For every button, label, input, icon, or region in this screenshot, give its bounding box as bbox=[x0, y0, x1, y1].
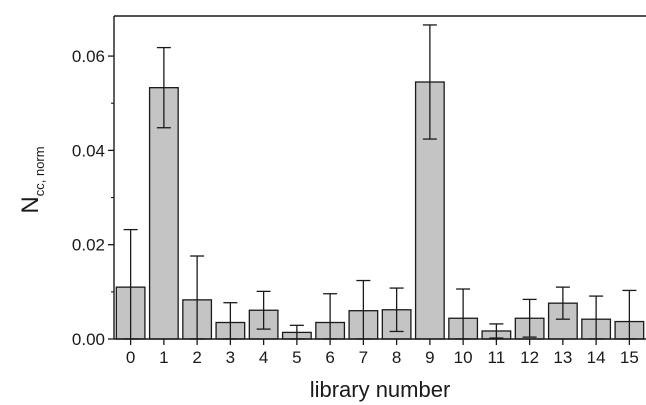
x-tick-label: 1 bbox=[159, 348, 168, 367]
x-tick-label: 12 bbox=[520, 348, 539, 367]
error-bar-1 bbox=[156, 46, 171, 129]
x-tick-label: 8 bbox=[392, 348, 401, 367]
error-bar-9 bbox=[422, 24, 437, 140]
x-tick-label: 5 bbox=[292, 348, 301, 367]
x-axis-title: library number bbox=[310, 377, 451, 402]
x-tick-label: 14 bbox=[587, 348, 606, 367]
x-tick-label: 6 bbox=[325, 348, 334, 367]
error-bars-group bbox=[123, 24, 637, 340]
plot-frame bbox=[113, 15, 646, 340]
y-tick-label: 0.02 bbox=[72, 236, 105, 255]
y-axis-title: Ncc, norm bbox=[17, 146, 47, 213]
error-bar-4 bbox=[256, 290, 271, 330]
error-bar-13 bbox=[555, 286, 570, 320]
error-bar-11 bbox=[489, 323, 504, 339]
x-tick-label: 9 bbox=[425, 348, 434, 367]
x-tick-label: 7 bbox=[359, 348, 368, 367]
x-tick-label: 10 bbox=[454, 348, 473, 367]
bar-1 bbox=[148, 87, 179, 340]
error-bar-12 bbox=[522, 298, 537, 338]
x-tick-label: 0 bbox=[126, 348, 135, 367]
x-tick-label: 13 bbox=[553, 348, 572, 367]
y-tick-label: 0.00 bbox=[72, 330, 105, 349]
bars-group bbox=[115, 81, 645, 340]
y-tick-label: 0.04 bbox=[72, 141, 105, 160]
x-tick-label: 4 bbox=[259, 348, 268, 367]
x-tick-label: 15 bbox=[620, 348, 639, 367]
y-tick-label: 0.06 bbox=[72, 47, 105, 66]
x-tick-label: 11 bbox=[488, 348, 506, 367]
x-axis-ticks: 0 1 2 3 4 5 6 7 8 9 10 11 12 13 14 15 bbox=[126, 339, 639, 367]
x-tick-label: 3 bbox=[226, 348, 235, 367]
y-axis-title-main: N bbox=[17, 196, 44, 213]
y-axis-title-subscript: cc, norm bbox=[32, 146, 47, 196]
error-bar-8 bbox=[389, 287, 404, 333]
x-tick-label: 2 bbox=[192, 348, 201, 367]
y-axis-ticks: 0.00 0.02 0.04 0.06 bbox=[72, 47, 114, 349]
